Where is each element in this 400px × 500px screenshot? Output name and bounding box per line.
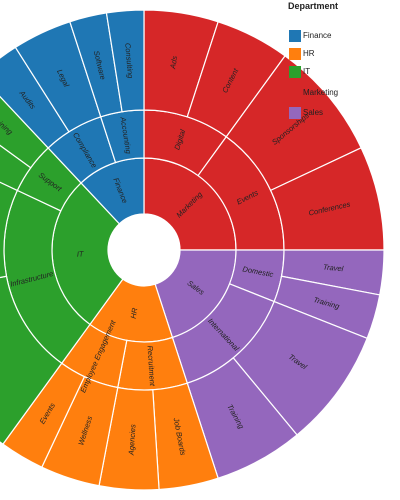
legend-item-finance[interactable]: Finance	[288, 30, 400, 44]
segment-ring3-servers[interactable]	[0, 275, 63, 446]
label-ring3-consulting: Consulting	[123, 43, 135, 80]
label-ring3-agencies: Agencies	[127, 424, 138, 457]
legend-swatch-finance	[289, 30, 301, 42]
label-ring1-hr: HR	[129, 307, 140, 320]
sunburst-segments	[0, 9, 385, 491]
legend-swatch-it	[289, 66, 301, 78]
label-ring1-it: IT	[77, 249, 86, 258]
legend-item-sales[interactable]: Sales	[288, 107, 400, 121]
legend-title: Department	[288, 1, 339, 11]
legend-label-marketing: Marketing	[303, 88, 339, 97]
legend-item-hr[interactable]: HR	[288, 48, 400, 62]
legend-swatch-hr	[289, 48, 301, 60]
legend-label-it: IT	[303, 67, 311, 76]
label-ring3-travel: Travel	[323, 262, 344, 273]
legend-swatch-marketing	[289, 87, 301, 99]
legend-item-it[interactable]: IT	[288, 66, 400, 80]
segment-ring3-licenses[interactable]	[0, 148, 19, 295]
label-ring3-ads: Ads	[168, 55, 179, 70]
legend-label-hr: HR	[303, 49, 315, 58]
legend-label-sales: Sales	[303, 108, 324, 117]
legend-label-finance: Finance	[303, 31, 332, 40]
legend: Department Finance HR IT Marketing Sales	[288, 0, 400, 119]
legend-swatch-sales	[289, 107, 301, 119]
segment-ring3-consulting[interactable]	[105, 9, 145, 113]
label-ring2-recruitment: Recruitment	[146, 345, 158, 387]
legend-item-marketing[interactable]: Marketing	[288, 87, 400, 101]
